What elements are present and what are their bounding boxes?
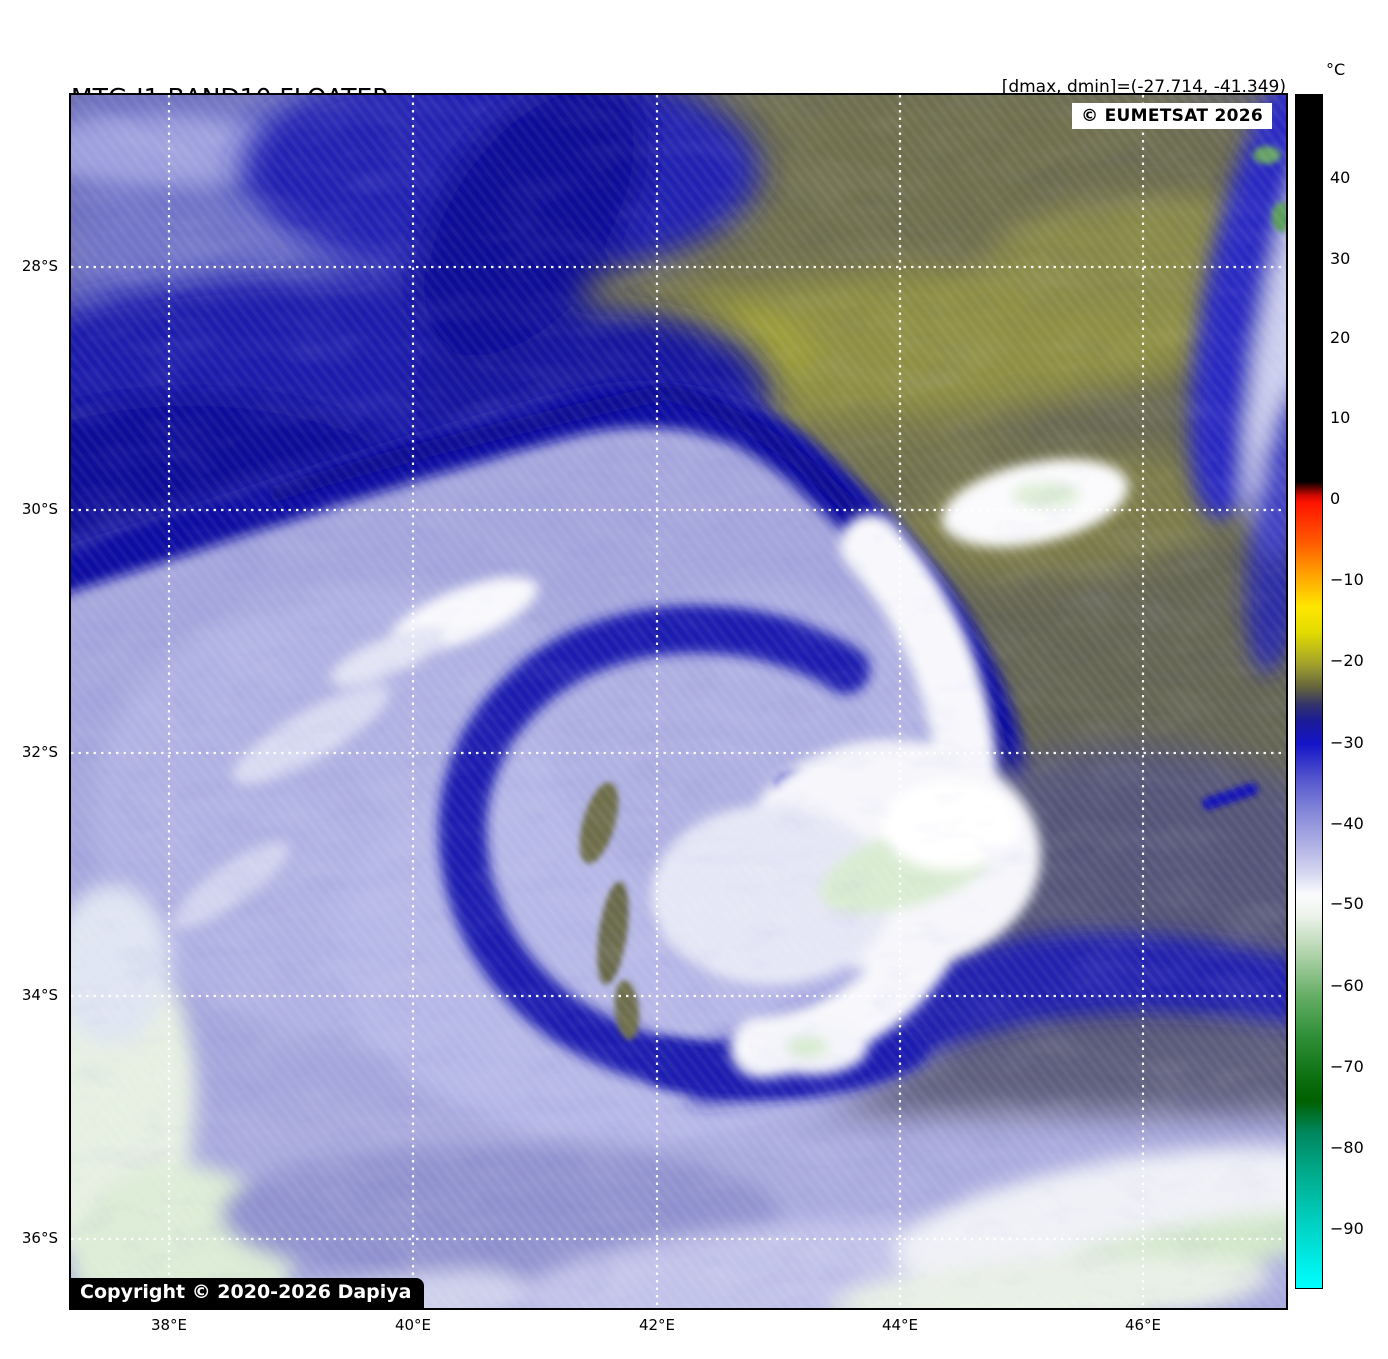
colorbar-tick-m80: −80 <box>1330 1138 1364 1157</box>
colorbar-tick-20: 20 <box>1330 328 1351 347</box>
colorbar-tick-m90: −90 <box>1330 1219 1364 1238</box>
satellite-map: © EUMETSAT 2026 Copyright © 2020-2026 Da… <box>69 93 1288 1310</box>
colorbar-tick-m50: −50 <box>1330 894 1364 913</box>
colorbar-tick-0: 0 <box>1330 489 1341 508</box>
lat-tick-28s: 28°S <box>21 257 58 275</box>
colorbar-unit-label: °C <box>1326 60 1346 79</box>
lat-tick-30s: 30°S <box>21 500 58 518</box>
colorbar-tick-m30: −30 <box>1330 733 1364 752</box>
lon-tick-44e: 44°E <box>881 1316 919 1334</box>
lat-tick-32s: 32°S <box>21 743 58 761</box>
eumetsat-credit-badge: © EUMETSAT 2026 <box>1072 103 1272 129</box>
lon-tick-46e: 46°E <box>1124 1316 1162 1334</box>
colorbar-tick-30: 30 <box>1330 249 1351 268</box>
temperature-colorbar <box>1295 94 1323 1289</box>
lon-tick-40e: 40°E <box>394 1316 432 1334</box>
dmax-dmin-readout: [dmax, dmin]=(-27.714, -41.349) <box>1001 77 1286 97</box>
colorbar-tick-40: 40 <box>1330 168 1351 187</box>
lat-tick-34s: 34°S <box>21 986 58 1004</box>
satellite-image <box>71 95 1286 1308</box>
colorbar-tick-10: 10 <box>1330 408 1351 427</box>
colorbar-tick-m40: −40 <box>1330 814 1364 833</box>
colorbar-tick-m20: −20 <box>1330 651 1364 670</box>
lon-tick-42e: 42°E <box>638 1316 676 1334</box>
graticule <box>71 95 1286 1308</box>
copyright-badge: Copyright © 2020-2026 Dapiya <box>71 1278 425 1308</box>
colorbar-tick-m60: −60 <box>1330 976 1364 995</box>
lon-tick-38e: 38°E <box>150 1316 188 1334</box>
colorbar-tick-m70: −70 <box>1330 1057 1364 1076</box>
colorbar-tick-m10: −10 <box>1330 570 1364 589</box>
lat-tick-36s: 36°S <box>21 1229 58 1247</box>
